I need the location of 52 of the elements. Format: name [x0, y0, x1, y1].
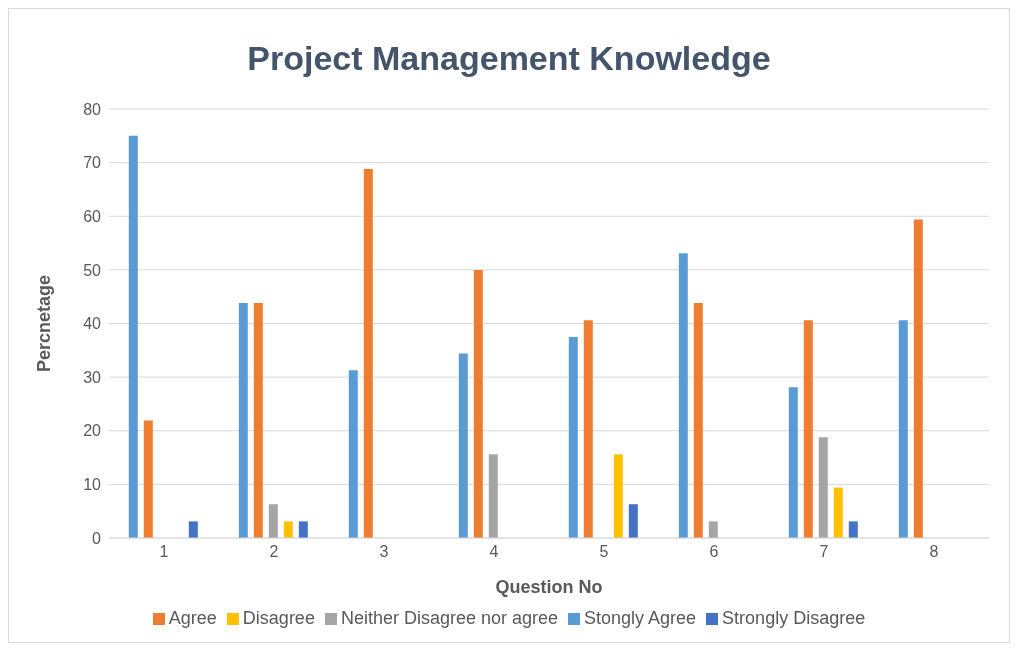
x-tick-label: 2	[269, 543, 279, 561]
bar	[583, 320, 593, 538]
x-tick-label: 5	[599, 543, 609, 561]
bar	[238, 303, 248, 538]
bar	[818, 437, 828, 538]
bar	[708, 521, 718, 538]
x-axis-title: Question No	[495, 577, 603, 597]
bar	[488, 454, 498, 538]
x-tick-label: 6	[709, 543, 719, 561]
y-tick-label: 40	[83, 315, 102, 333]
x-tick-label: 1	[159, 543, 169, 561]
y-tick-label: 0	[92, 529, 102, 547]
bar	[913, 219, 923, 538]
y-tick-label: 10	[83, 476, 102, 494]
y-tick-label: 20	[83, 422, 102, 440]
x-tick-label: 3	[379, 543, 389, 561]
legend-label: Strongly Disagree	[722, 608, 866, 628]
y-tick-label: 80	[83, 100, 102, 118]
bar	[473, 269, 483, 538]
bar	[128, 135, 138, 538]
bar	[848, 521, 858, 538]
bar	[283, 521, 293, 538]
legend-label: Stongly Agree	[584, 608, 697, 628]
bar	[613, 454, 623, 538]
bar	[298, 521, 308, 538]
legend-label: Agree	[168, 608, 217, 628]
bar	[143, 420, 153, 538]
bar	[363, 169, 373, 538]
bar	[833, 487, 843, 538]
legend-label: Disagree	[242, 608, 315, 628]
bar	[188, 521, 198, 538]
y-axis-title: Percnetage	[34, 274, 55, 373]
bar	[678, 253, 688, 538]
y-tick-label: 30	[83, 368, 102, 386]
bar	[788, 387, 798, 538]
bar	[803, 320, 813, 538]
chart-title: Project Management Knowledge	[246, 38, 772, 79]
bar	[628, 504, 638, 538]
legend-label: Neither Disagree nor agree	[340, 608, 559, 628]
y-tick-label: 70	[83, 154, 102, 172]
bar	[348, 370, 358, 538]
y-tick-label: 60	[83, 207, 102, 225]
x-tick-label: 8	[929, 543, 939, 561]
bar	[458, 353, 468, 538]
bar	[253, 303, 263, 538]
bar	[268, 504, 278, 538]
bar	[568, 336, 578, 538]
x-tick-label: 4	[489, 543, 499, 561]
bar	[898, 320, 908, 538]
y-tick-label: 50	[83, 261, 102, 279]
x-tick-label: 7	[819, 543, 829, 561]
bar	[693, 303, 703, 538]
